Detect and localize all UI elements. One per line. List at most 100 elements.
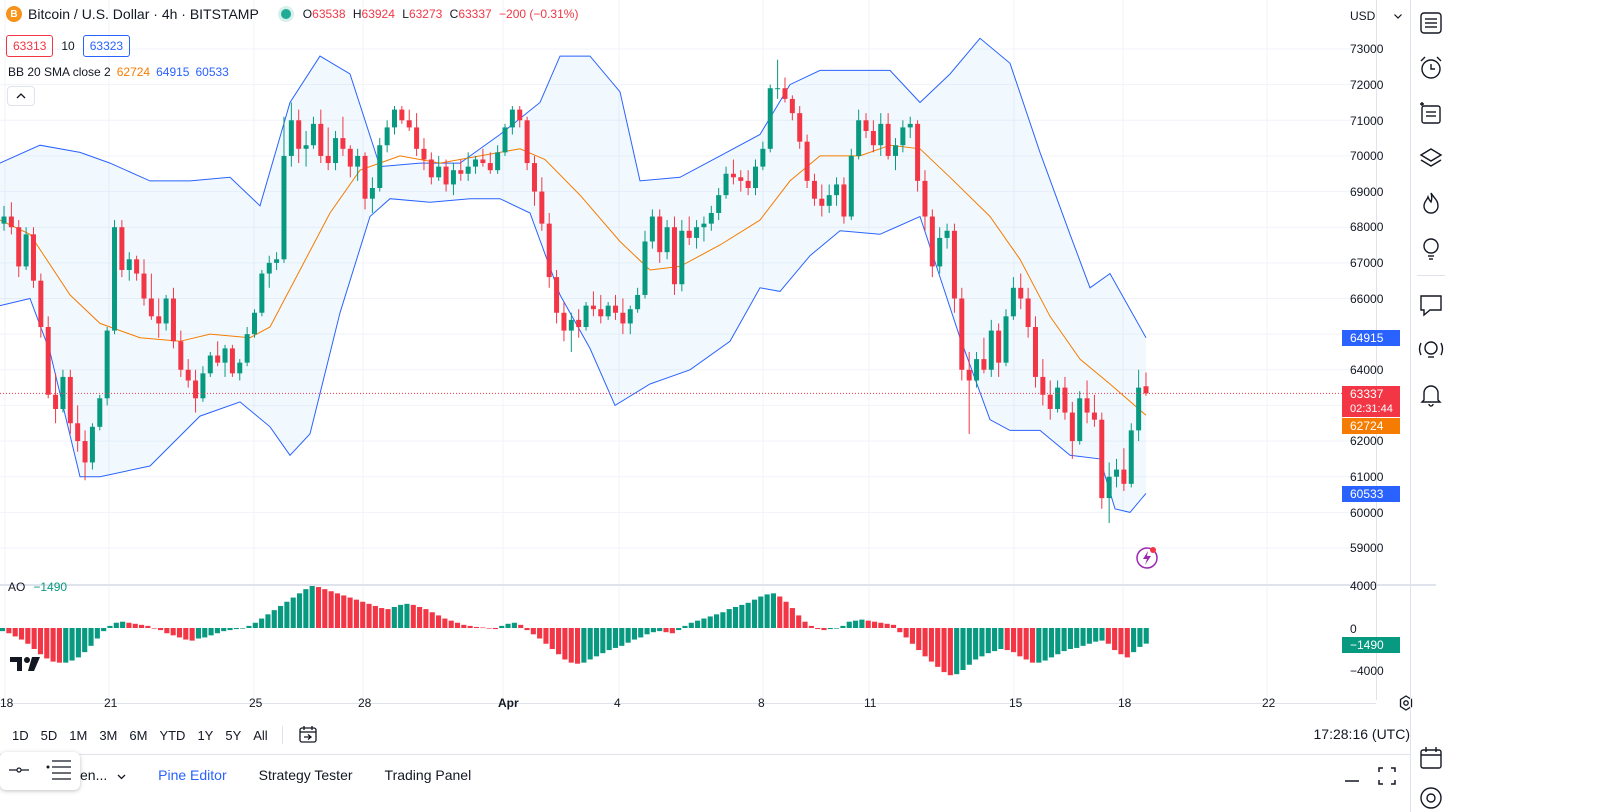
price-axis[interactable] <box>1376 0 1436 585</box>
chart-settings-icon[interactable] <box>1376 690 1436 716</box>
ao-bar <box>922 628 928 657</box>
ao-bar <box>1093 628 1099 642</box>
ao-bar <box>322 589 328 628</box>
range-3m-button[interactable]: 3M <box>99 727 118 743</box>
candle <box>325 127 331 171</box>
range-5d-button[interactable]: 5D <box>40 727 58 743</box>
candle <box>67 369 73 434</box>
ao-bar <box>195 628 201 639</box>
drag-handle-icon[interactable] <box>8 762 30 780</box>
tab-strategy-tester[interactable]: Strategy Tester <box>258 766 353 783</box>
candle <box>274 252 280 270</box>
tab-pine-editor[interactable]: Pine Editor <box>158 766 227 783</box>
ao-bar <box>865 620 871 628</box>
buy-price-button[interactable]: 63323 <box>82 35 131 57</box>
data-window-icon[interactable] <box>1418 100 1444 126</box>
candle <box>679 220 685 292</box>
candle <box>694 220 700 249</box>
ao-histogram <box>0 586 1149 676</box>
candle <box>244 327 250 367</box>
ao-bar <box>663 628 669 633</box>
candle <box>156 298 162 338</box>
sell-price-button[interactable]: 63313 <box>6 35 54 57</box>
ao-bar <box>473 626 480 628</box>
tab-stock-screener[interactable]: en... <box>80 767 126 783</box>
price-tick: 73000 <box>1350 42 1384 56</box>
ao-bar <box>265 614 271 628</box>
ao-bar <box>151 628 157 629</box>
ao-bar <box>454 622 461 628</box>
object-tree-icon[interactable] <box>46 758 72 785</box>
ao-bar <box>941 628 947 673</box>
candle <box>480 148 486 167</box>
alarm-clock-icon[interactable] <box>1418 55 1444 81</box>
candle <box>789 95 795 121</box>
ao-bar <box>467 625 473 628</box>
ao-bar <box>777 596 783 628</box>
ao-bar <box>960 628 966 670</box>
layers-icon[interactable] <box>1418 145 1444 171</box>
candle <box>1136 369 1142 442</box>
hotlists-flame-icon[interactable] <box>1418 190 1444 216</box>
ao-bar <box>688 622 694 628</box>
utc-clock[interactable]: 17:28:16 (UTC) <box>1313 726 1410 742</box>
maximize-panel-icon[interactable] <box>1378 767 1396 788</box>
notifications-bell-icon[interactable] <box>1418 382 1444 408</box>
candle <box>959 287 965 381</box>
candle <box>546 212 552 288</box>
ao-bar <box>682 625 688 628</box>
range-1d-button[interactable]: 1D <box>12 727 29 743</box>
ao-legend[interactable]: AO −1490 <box>8 580 67 594</box>
floating-drawing-toolbar[interactable] <box>0 752 80 790</box>
awesome-oscillator-pane[interactable] <box>0 586 1376 700</box>
ao-bar <box>1143 628 1149 644</box>
candle <box>1114 458 1120 488</box>
candle <box>23 227 29 270</box>
collapse-legend-button[interactable] <box>7 86 35 106</box>
ao-bar <box>518 624 524 628</box>
minimize-panel-icon[interactable] <box>1344 767 1360 786</box>
ao-bar <box>18 628 25 640</box>
tradingview-logo-icon[interactable] <box>10 655 42 679</box>
calendar-icon[interactable] <box>1418 745 1444 771</box>
pane-separator[interactable] <box>0 584 1436 586</box>
price-chart-pane[interactable] <box>0 0 1376 585</box>
range-6m-button[interactable]: 6M <box>129 727 148 743</box>
ao-bar <box>1042 628 1048 661</box>
alert-icon[interactable] <box>1136 547 1158 569</box>
candle <box>303 130 309 167</box>
broadcast-lightbulb-icon[interactable] <box>1418 337 1444 363</box>
ao-bar <box>398 604 404 628</box>
market-open-indicator <box>280 9 291 19</box>
ao-bar <box>732 607 739 628</box>
bollinger-legend[interactable]: BB 20 SMA close 2 62724 64915 60533 <box>8 65 229 79</box>
range-ytd-button[interactable]: YTD <box>159 727 186 743</box>
candle <box>981 337 987 374</box>
candle <box>1069 401 1075 459</box>
ao-bar <box>619 628 625 646</box>
ao-bar <box>145 625 151 628</box>
watchlist-icon[interactable] <box>1418 10 1444 36</box>
go-to-date-icon[interactable] <box>297 725 319 745</box>
ao-indicator-value: −1490 <box>33 580 68 594</box>
candle <box>193 369 199 413</box>
range-all-button[interactable]: All <box>253 727 268 743</box>
ao-bar <box>1067 628 1073 649</box>
range-1m-button[interactable]: 1M <box>69 727 88 743</box>
range-5y-button[interactable]: 5Y <box>225 727 242 743</box>
currency-selector[interactable]: USD <box>1346 5 1406 27</box>
ao-bar <box>44 628 50 659</box>
time-axis[interactable]: 18 21 25 28 Apr 4 8 11 15 18 22 <box>0 696 1376 729</box>
help-icon[interactable] <box>1418 785 1444 811</box>
ao-bar <box>606 628 612 651</box>
ao-bar <box>303 589 309 628</box>
ao-bar <box>789 608 795 628</box>
range-1y-button[interactable]: 1Y <box>197 727 214 743</box>
ao-bar <box>568 628 574 663</box>
chat-icon[interactable] <box>1418 292 1444 318</box>
ao-tick: 4000 <box>1350 579 1377 593</box>
ideas-lightbulb-icon[interactable] <box>1418 235 1444 261</box>
tab-trading-panel[interactable]: Trading Panel <box>384 766 472 783</box>
symbol-title[interactable]: Bitcoin / U.S. Dollar · 4h · BITSTAMP <box>28 6 259 22</box>
candle <box>856 109 862 160</box>
